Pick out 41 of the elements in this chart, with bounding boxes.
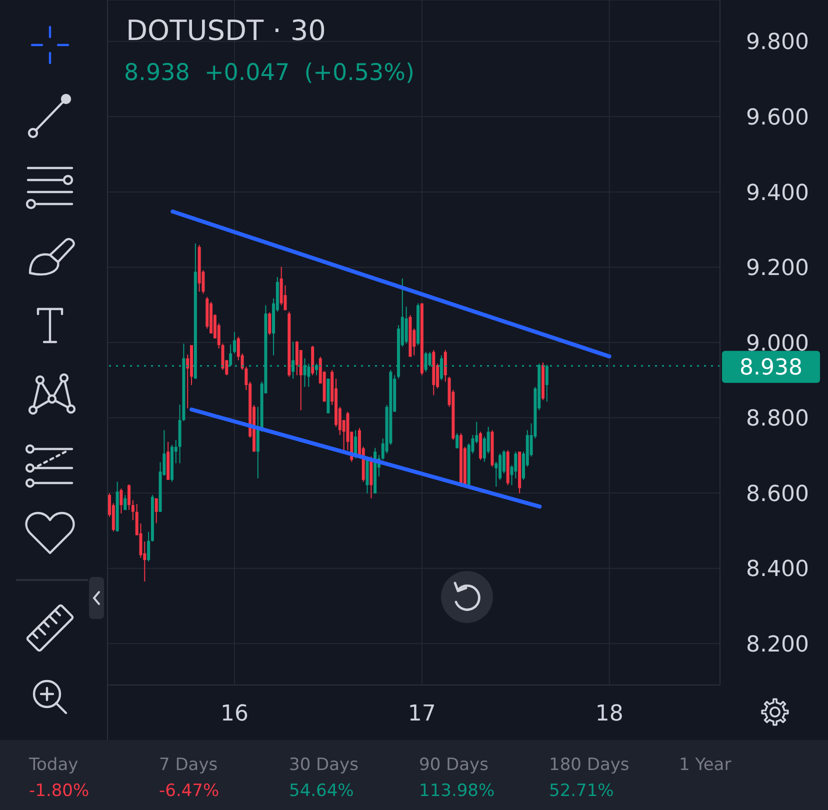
candlestick <box>444 350 447 382</box>
candlestick <box>221 343 224 370</box>
candlestick <box>131 500 134 521</box>
text: 8.938 +0.047 (+0.53%) <box>124 60 414 86</box>
text: 54.64% <box>289 780 355 803</box>
candlestick <box>268 312 272 336</box>
candlestick <box>147 531 150 562</box>
candlestick <box>154 498 158 524</box>
candlestick <box>232 331 236 354</box>
text: 113.98% <box>419 780 495 803</box>
candlestick <box>456 432 459 449</box>
text: 52.71% <box>549 780 615 803</box>
candlestick <box>295 340 298 376</box>
text: -1.80% <box>29 780 90 803</box>
text: DOTUSDT · 30 <box>126 14 326 47</box>
y-tick-label: 8.400 <box>746 557 809 582</box>
x-tick-label: 17 <box>408 702 436 727</box>
candlestick <box>498 453 502 480</box>
y-tick-label: 8.800 <box>746 406 809 432</box>
candlestick <box>124 494 127 510</box>
y-tick-label: 8.600 <box>746 482 809 507</box>
y-tick-label: 9.400 <box>746 180 809 206</box>
ref-line-label: 8.938 <box>740 356 802 381</box>
text: 30 Days <box>289 754 358 777</box>
text: -6.47% <box>159 780 220 803</box>
candlestick <box>486 426 490 454</box>
candlestick <box>404 306 408 344</box>
candlestick <box>128 484 131 510</box>
text: 180 Days <box>549 754 630 777</box>
y-tick-label: 8.200 <box>746 632 809 658</box>
text: 90 Days <box>419 754 490 777</box>
y-tick-label: 9.800 <box>746 30 809 56</box>
candlestick <box>120 488 123 514</box>
x-tick-label: 18 <box>595 702 624 727</box>
text: 1 Year <box>679 754 732 777</box>
y-tick-label: 9.200 <box>746 256 809 282</box>
x-tick-label: 16 <box>220 702 248 727</box>
y-tick-label: 9.600 <box>746 105 809 130</box>
text: Today <box>29 754 80 777</box>
y-tick-label: 9.000 <box>746 331 809 356</box>
text: 7 Days <box>159 754 219 777</box>
